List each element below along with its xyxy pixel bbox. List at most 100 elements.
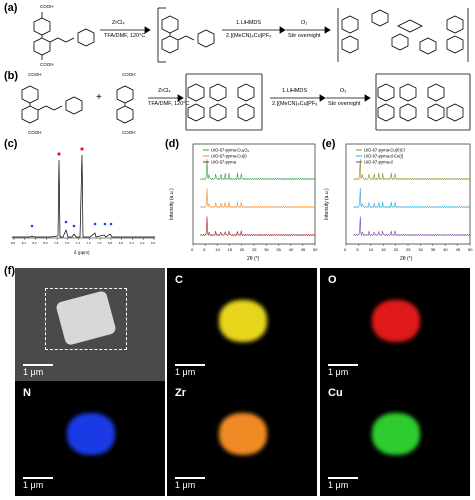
d-xtick-label: 10 [215, 247, 220, 252]
e-xtick-label: 50 [468, 247, 473, 252]
d-xtick-label: 30 [264, 247, 269, 252]
e-xtick-label: 20 [394, 247, 399, 252]
nmr-tick-label: 7.0 [97, 241, 102, 245]
scale-bar [175, 364, 205, 366]
scale-label: 1 μm [23, 480, 44, 490]
pxrd-e-xlabel: 2θ (°) [400, 256, 413, 262]
sem-image: 1 μm [15, 268, 165, 383]
d-xtick-label: 5 [203, 247, 206, 252]
scale-label: 1 μm [175, 480, 196, 490]
scheme-a-step2-bot: 2.[(MeCN)₄Cu]PF₆ [226, 33, 272, 39]
eds-label-cu: Cu [328, 387, 343, 399]
e-legend-label: UiO-67-pyma-d-Cu(I) [364, 154, 404, 159]
d-series-line [200, 159, 316, 181]
eds-map-n [67, 413, 115, 455]
pxrd-d-xlabel: 2θ (°) [247, 256, 260, 262]
scheme-b-step1-top: ZrCl₄ [158, 88, 171, 94]
scheme-a-step1-bot: TFA/DMF, 120°C [104, 33, 146, 39]
scale-bar [23, 364, 53, 366]
nmr-spectrum: 8.6 8.4 8.2 8.0 7.8 7.6 7.4 7.2 7.0 6.8 6.6 6.4 6.2 6… [11, 147, 156, 245]
d-legend-label: UiO-67-pyma-Cu₂O₂ [211, 148, 250, 153]
e-series-line [353, 216, 471, 237]
scale-label: 1 μm [175, 367, 196, 377]
d-xtick-label: 25 [252, 247, 257, 252]
e-xtick-label: 35 [431, 247, 436, 252]
panel-label-c: (c) [4, 138, 18, 150]
pxrd-chart-d: Intensity (a.u.) 2θ (°) 0 5 10 15 20 25 30 35 40… [169, 143, 318, 262]
nmr-tick-label: 8.6 [11, 241, 16, 245]
panel-label-e: (e) [322, 138, 336, 150]
svg-text:COOH: COOH [40, 62, 54, 67]
d-series-line [200, 188, 316, 209]
panel-label-b: (b) [4, 70, 19, 82]
e-xtick-label: 0 [344, 247, 347, 252]
scheme-b-step2-top: 1.LiHMDS [282, 88, 308, 94]
svg-text:COOH: COOH [28, 72, 42, 77]
d-legend-label: UiO-67-pyma [211, 160, 237, 165]
scheme-b-step3-bot: Stir overnight [328, 101, 361, 107]
e-series-line [353, 188, 471, 209]
panel-label-a: (a) [4, 2, 18, 14]
eds-label-n: N [23, 387, 31, 399]
e-xtick-label: 30 [418, 247, 423, 252]
e-xtick-label: 10 [369, 247, 374, 252]
e-legend-label: UiO-67-pyma-Cu(II)Cl [364, 148, 405, 153]
eds-tile-cu: Cu 1 μm [320, 381, 470, 496]
nmr-tick-label: 8.4 [22, 241, 27, 245]
d-legend-label: UiO-67-pyma-Cu(I) [211, 154, 247, 159]
d-xtick-label: 35 [276, 247, 281, 252]
eds-map-c [219, 300, 267, 342]
scheme-a-step3-top: O₂ [301, 20, 308, 26]
e-xtick-label: 40 [443, 247, 448, 252]
nmr-tick-label: 7.2 [86, 241, 91, 245]
scheme-a-step1-top: ZrCl₄ [112, 20, 125, 26]
nmr-tick-label: 6.8 [108, 241, 113, 245]
eds-map-o [372, 300, 420, 342]
e-series-line [353, 159, 471, 181]
scale-label: 1 μm [328, 480, 349, 490]
nmr-tick-label: 8.0 [43, 241, 48, 245]
pxrd-e-ylabel: Intensity (a.u.) [324, 188, 330, 220]
eds-tile-o: O 1 μm [320, 268, 470, 383]
scheme-a-step3-bot: Stir overnight [288, 33, 321, 39]
svg-text:COOH: COOH [40, 4, 54, 9]
eds-map-zr [219, 413, 267, 455]
nmr-tick-label: 7.6 [65, 241, 70, 245]
eds-label-zr: Zr [175, 387, 186, 399]
e-xtick-label: 15 [381, 247, 386, 252]
nmr-tick-label: 7.4 [76, 241, 81, 245]
scale-bar [23, 477, 53, 479]
e-xtick-label: 45 [456, 247, 461, 252]
panel-label-d: (d) [165, 138, 180, 150]
nmr-tick-label: 7.8 [54, 241, 59, 245]
svg-text:COOH: COOH [122, 130, 136, 135]
scheme-a: COOH COOH [33, 4, 469, 67]
scheme-b-step2-bot: 2.[(MeCN)₄Cu]PF₆ [272, 101, 318, 107]
svg-text:COOH: COOH [28, 130, 42, 135]
d-series-line [200, 216, 316, 237]
d-xtick-label: 40 [289, 247, 294, 252]
panel-label-f: (f) [4, 265, 15, 277]
d-xtick-label: 0 [191, 247, 194, 252]
nmr-tick-label: 6.4 [129, 241, 134, 245]
eds-label-c: C [175, 274, 183, 286]
nmr-xlabel: δ (ppm) [74, 250, 90, 255]
scheme-a-step2-top: 1.LiHMDS [236, 20, 262, 26]
eds-label-o: O [328, 274, 337, 286]
sem-selection-box [45, 288, 127, 350]
e-xtick-label: 5 [356, 247, 359, 252]
nmr-tick-label: 8.2 [33, 241, 38, 245]
pxrd-d-ylabel: Intensity (a.u.) [169, 188, 175, 220]
scheme-b-step3-top: O₂ [340, 88, 347, 94]
e-legend-label: UiO-67-pyma-d [364, 160, 393, 165]
scale-label: 1 μm [328, 367, 349, 377]
svg-text:COOH: COOH [122, 72, 136, 77]
nmr-tick-label: 6.0 [151, 241, 156, 245]
nmr-tick-label: 6.2 [140, 241, 145, 245]
scale-bar [328, 364, 358, 366]
nmr-tick-label: 6.6 [119, 241, 124, 245]
pxrd-chart-e: Intensity (a.u.) 2θ (°) 0 5 10 15 20 25 30 35 40… [324, 143, 473, 262]
d-xtick-label: 45 [301, 247, 306, 252]
d-xtick-label: 15 [228, 247, 233, 252]
eds-map-cu [372, 413, 420, 455]
